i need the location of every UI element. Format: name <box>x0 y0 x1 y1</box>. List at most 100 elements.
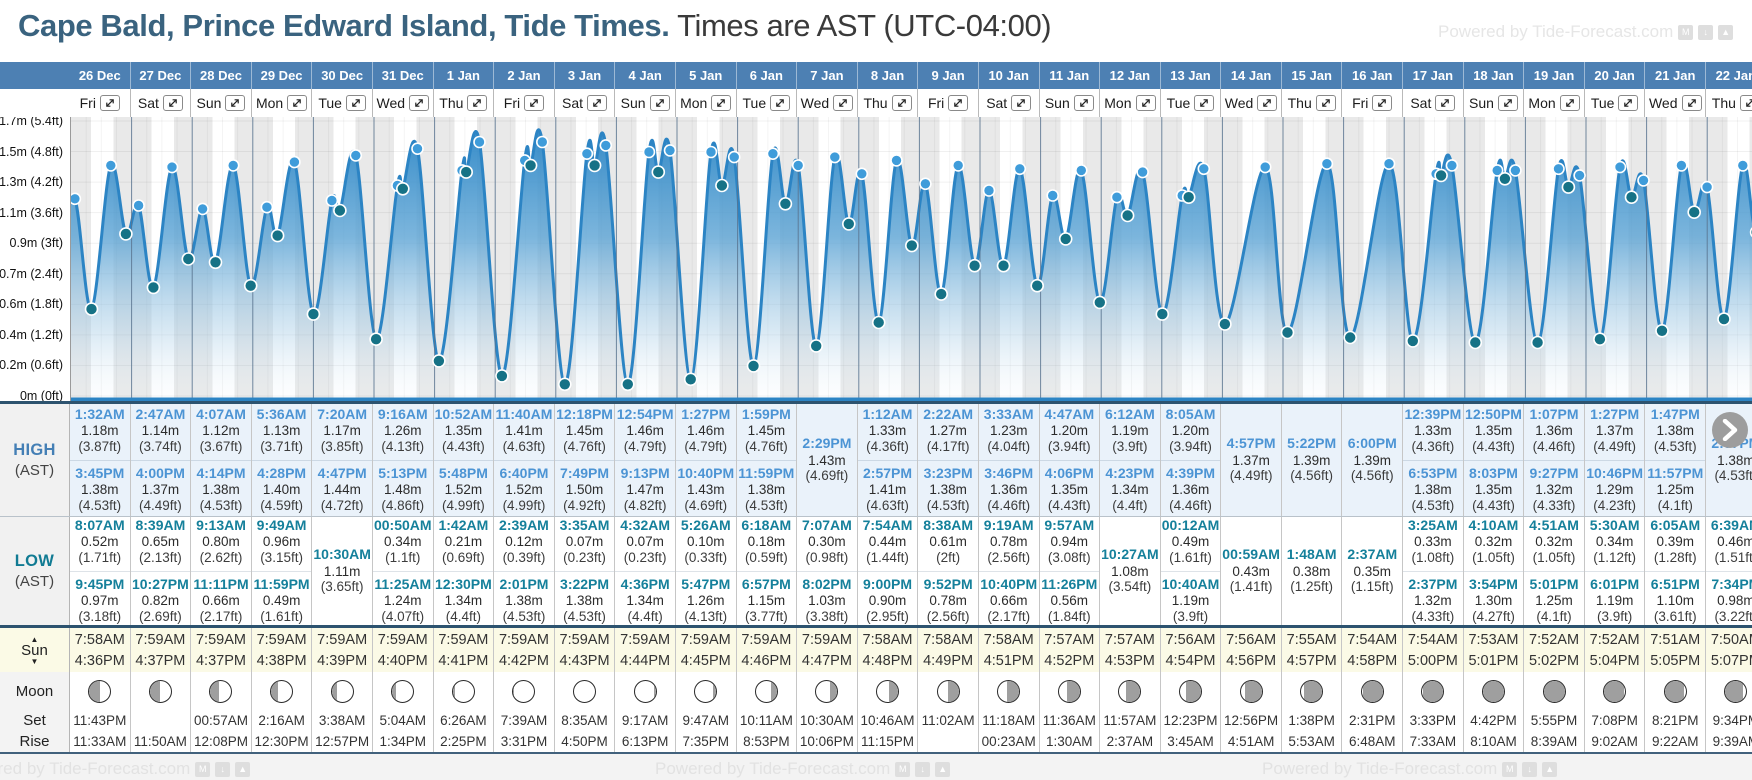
y-axis-label: 0.4m (1.2ft) <box>0 327 63 342</box>
tide-entry: 8:05AM 1.20m (3.94ft) <box>1161 404 1221 460</box>
moonrise-time-cell: 2:37AM <box>1100 731 1161 752</box>
expand-day-button[interactable] <box>1194 95 1215 111</box>
expand-day-button[interactable] <box>770 95 791 111</box>
expand-icon <box>776 99 784 107</box>
moon-phase-icon <box>573 679 597 703</box>
tide-height-m: 0.90m <box>868 593 907 608</box>
sun-times-cell: 7:57AM 4:53PM <box>1100 628 1161 672</box>
expand-day-button[interactable] <box>345 95 366 111</box>
high-tide-marker <box>1700 180 1714 194</box>
expand-day-button[interactable] <box>1073 95 1094 111</box>
moonset-time-cell: 7:08PM <box>1585 710 1646 731</box>
expand-day-button[interactable] <box>1739 95 1752 111</box>
day-name: Wed <box>376 95 406 111</box>
high-tide-marker <box>855 167 869 181</box>
expand-day-button[interactable] <box>467 95 488 111</box>
tide-height-m: 1.36m <box>1535 423 1573 439</box>
tide-time: 12:30PM <box>434 575 492 592</box>
expand-day-button[interactable] <box>287 95 308 111</box>
tide-height-m: 1.52m <box>505 482 543 497</box>
tide-time: 1:42AM <box>438 517 489 533</box>
moon-phase-cell <box>373 672 434 710</box>
tide-height-m: 1.43m <box>686 482 725 497</box>
tide-height-m: 0.34m <box>384 534 422 550</box>
expand-icon <box>1321 99 1330 107</box>
moonrise-time-cell: 3:45AM <box>1161 731 1222 752</box>
moon-phase-icon <box>815 679 839 703</box>
expand-day-button[interactable] <box>1011 95 1032 111</box>
tide-time: 6:57PM <box>741 575 791 592</box>
expand-icon <box>1565 99 1574 107</box>
expand-day-button[interactable] <box>649 95 670 111</box>
tide-height-ft: (0.59ft) <box>744 549 788 565</box>
expand-day-button[interactable] <box>587 95 608 111</box>
tide-entry: 10:46PM 1.29m (4.23ft) <box>1584 459 1645 517</box>
tide-time: 11:26PM <box>1041 575 1098 592</box>
tide-time: 4:47AM <box>1044 405 1095 422</box>
tide-time: 4:00PM <box>135 464 185 481</box>
set-row-label: Set <box>0 710 70 731</box>
tide-height-m: 1.30m <box>1474 593 1513 608</box>
low-tide-cell: 4:51AM 0.32m (1.05ft) 5:01PM 1.25m (4.1ft) <box>1524 517 1585 625</box>
high-tide-cell: 12:50PM 1.35m (4.43ft) 8:03PM 1.35m (4.43ft) <box>1463 404 1525 516</box>
moon-phase-icon <box>512 679 536 703</box>
expand-day-button[interactable] <box>1135 95 1156 111</box>
sunset-time: 4:45PM <box>680 652 731 669</box>
moon-dark-side <box>271 680 279 702</box>
tide-height-m: 0.52m <box>81 534 119 550</box>
tide-time: 10:40PM <box>980 575 1038 592</box>
expand-day-button[interactable] <box>1559 95 1580 111</box>
day-name: Wed <box>1648 95 1678 111</box>
expand-day-button[interactable] <box>409 95 430 111</box>
tide-height-m: 1.35m <box>1474 482 1513 497</box>
day-cell: Sat <box>979 89 1040 117</box>
tide-entry: 3:33AM 1.23m (4.04ft) <box>979 404 1039 460</box>
tide-entry: 4:28PM 1.40m (4.59ft) <box>251 459 312 517</box>
high-tide-cell: 3:33AM 1.23m (4.04ft) 3:46PM 1.36m (4.46ft) <box>978 404 1040 516</box>
tide-height-ft: (3.94ft) <box>1047 438 1091 454</box>
tide-time: 12:54PM <box>616 405 674 422</box>
sunrise-time: 7:59AM <box>680 631 731 648</box>
expand-day-button[interactable] <box>524 95 545 111</box>
date-header-cell: 9 Jan <box>918 62 979 89</box>
expand-day-button[interactable] <box>1315 95 1336 111</box>
low-tide-marker <box>333 203 347 218</box>
sunset-time: 4:38PM <box>256 652 307 669</box>
expand-day-button[interactable] <box>891 95 912 111</box>
expand-day-button[interactable] <box>1681 95 1702 111</box>
moon-phase-cell <box>555 672 616 710</box>
tide-entry: 9:16AM 1.26m (4.13ft) <box>373 404 433 460</box>
moon-phase-cell <box>1100 672 1161 710</box>
tide-height-ft: (4.13ft) <box>684 608 728 624</box>
expand-day-button[interactable] <box>711 95 732 111</box>
low-tide-cell: 4:32AM 0.07m (0.23ft) 4:36PM 1.34m (4.4ft) <box>615 517 676 625</box>
tide-entry: 00:59AM 0.43m (1.41ft) <box>1221 542 1281 600</box>
moon-phase-cell <box>252 672 313 710</box>
tide-height-m: 1.37m <box>141 482 180 497</box>
sun-times-cell: 7:58AM 4:36PM <box>70 628 131 672</box>
expand-day-button[interactable] <box>1618 95 1639 111</box>
sunrise-time: 7:59AM <box>195 631 246 648</box>
expand-day-button[interactable] <box>99 95 120 111</box>
expand-day-button[interactable] <box>1435 95 1456 111</box>
expand-day-button[interactable] <box>948 95 969 111</box>
next-days-button[interactable] <box>1712 412 1748 448</box>
low-tide-marker <box>459 165 474 179</box>
tide-height-m: 1.35m <box>1050 482 1089 497</box>
expand-day-button[interactable] <box>225 95 246 111</box>
high-tide-cell: 1:12AM 1.33m (4.36ft) 2:57PM 1.41m (4.63ft) <box>857 404 919 516</box>
tide-entry: 9:13AM 0.80m (2.62ft) <box>191 517 251 571</box>
tide-height-ft: (1.28ft) <box>1653 549 1697 565</box>
tide-height-m: 1.19m <box>1111 423 1149 439</box>
expand-day-button[interactable] <box>1257 95 1278 111</box>
tide-time: 8:07AM <box>74 517 125 533</box>
expand-day-button[interactable] <box>1497 95 1518 111</box>
expand-icon <box>897 99 906 107</box>
tide-height-ft: (2.13ft) <box>139 549 182 565</box>
tide-time: 5:36AM <box>256 405 307 422</box>
expand-day-button[interactable] <box>1372 95 1393 111</box>
expand-day-button[interactable] <box>162 95 183 111</box>
sun-label: Sun <box>21 641 48 659</box>
tide-entry: 10:40PM 0.66m (2.17ft) <box>978 570 1039 626</box>
expand-day-button[interactable] <box>833 95 854 111</box>
